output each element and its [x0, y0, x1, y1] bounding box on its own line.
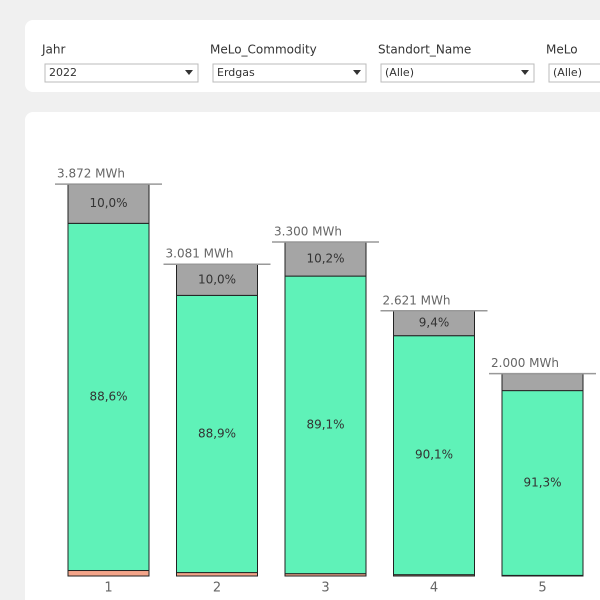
segment-label: 91,3% [523, 475, 561, 489]
segment-label: 88,9% [198, 426, 236, 440]
dropdown[interactable] [380, 63, 535, 83]
total-label: 3.300 MWh [274, 225, 342, 239]
x-tick-label: 5 [538, 581, 546, 596]
total-label: 3.081 MWh [166, 247, 234, 261]
bar-segment [501, 390, 584, 576]
x-tick-label: 4 [430, 581, 438, 596]
bar-segment [284, 241, 367, 277]
total-label: 2.621 MWh [383, 293, 451, 307]
segment-label: 10,2% [306, 252, 344, 266]
filter-label: MeLo_Commodity [210, 43, 317, 57]
bar-segment [393, 310, 475, 337]
filter-label: Standort_Name [378, 43, 471, 57]
bar-segment [501, 373, 584, 392]
x-tick-label: 3 [321, 581, 329, 596]
bar-segment [176, 572, 258, 577]
segment-label: 89,1% [306, 417, 344, 431]
dropdown-value: Erdgas [217, 66, 255, 79]
bar-segment [67, 222, 150, 572]
segment-label: 88,6% [89, 389, 127, 403]
filters: Jahr 2022 MeLo_Commodity Erdgas Standort… [41, 43, 600, 83]
segment-label: 10,0% [198, 272, 236, 286]
segment-label: 90,1% [415, 448, 453, 462]
total-label: 3.872 MWh [57, 167, 125, 181]
x-tick-label: 2 [213, 581, 221, 596]
dropdown-arrow [353, 70, 361, 75]
dropdown-arrow [185, 70, 193, 75]
dropdown[interactable] [212, 63, 367, 83]
bar-segment [393, 335, 475, 576]
filter-label: MeLo [546, 43, 578, 57]
total-label: 2.000 MWh [491, 356, 559, 370]
dropdown-arrow [521, 70, 529, 75]
dropdown-value: (Alle) [385, 66, 414, 79]
x-tick-label: 1 [104, 581, 112, 596]
dropdown-value: (Alle) [553, 66, 582, 79]
dropdown[interactable] [44, 63, 199, 83]
bar-segment [176, 263, 258, 296]
filter-label: Jahr [41, 43, 65, 57]
dropdown-value: 2022 [49, 66, 77, 79]
segment-label: 9,4% [419, 316, 450, 330]
dropdown[interactable] [548, 63, 600, 83]
bar-segment [67, 183, 150, 224]
bar-segment [67, 570, 150, 577]
segment-label: 10,0% [89, 196, 127, 210]
